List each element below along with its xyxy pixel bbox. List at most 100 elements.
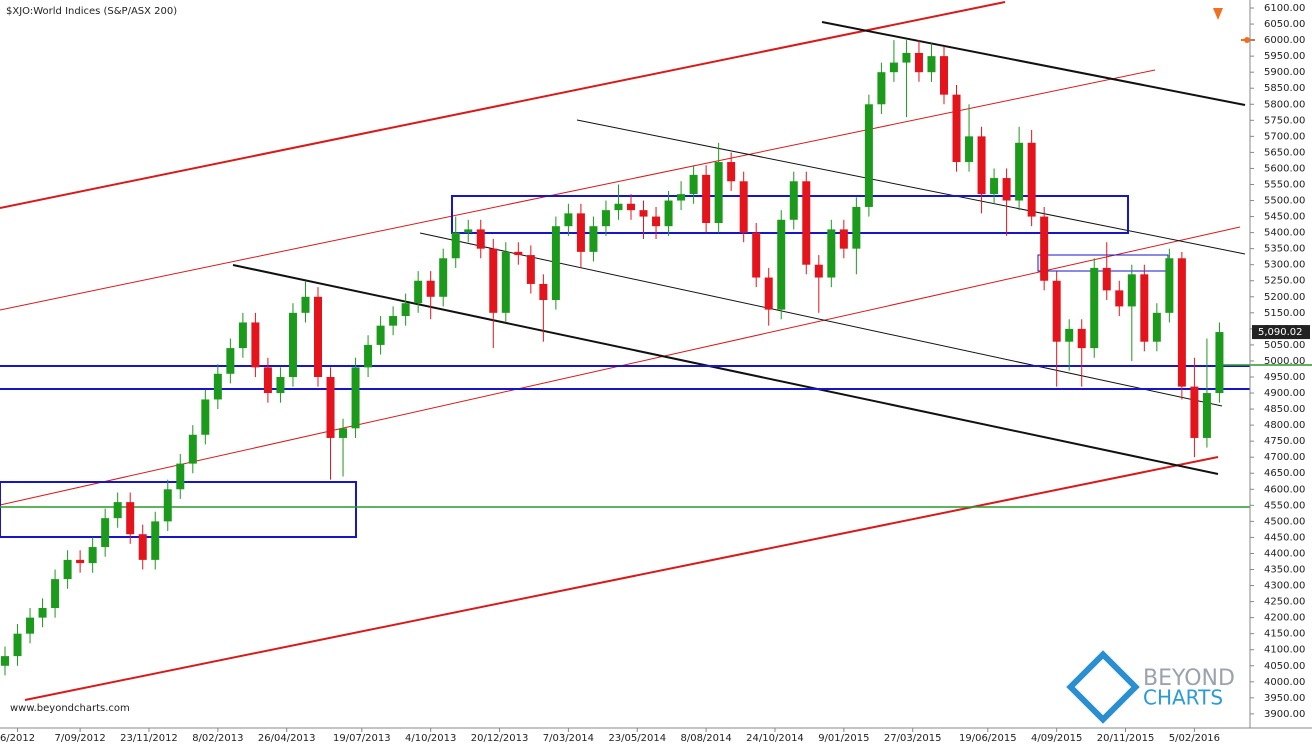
candle-body [739, 181, 748, 233]
y-tick-label: 6050.00 [1264, 19, 1305, 30]
candle-body [990, 178, 999, 195]
y-tick-label: 5450.00 [1264, 212, 1305, 223]
logo: BEYOND CHARTS [1066, 650, 1235, 724]
y-tick-label: 5550.00 [1264, 179, 1305, 190]
x-tick-label: 8/02/2013 [192, 733, 243, 744]
candle-body [714, 162, 723, 223]
candle-body [188, 434, 197, 464]
marker [1244, 37, 1250, 43]
y-tick-label: 5400.00 [1264, 228, 1305, 239]
candle-body [1202, 393, 1211, 438]
trend-line [232, 264, 1219, 475]
price-tag [1252, 325, 1310, 340]
candle-body [38, 608, 47, 618]
candle-body [514, 251, 523, 256]
candle-body [526, 255, 535, 284]
y-tick-label: 5700.00 [1264, 131, 1305, 142]
candle-body [339, 428, 348, 438]
y-tick-label: 4250.00 [1264, 597, 1305, 608]
candle-body [852, 206, 861, 249]
logo-mark [1066, 650, 1140, 724]
candle-body [639, 210, 648, 217]
candle-body [652, 216, 661, 227]
candle-body [564, 213, 573, 227]
x-tick-label: 27/03/2015 [884, 733, 942, 744]
y-tick-label: 4200.00 [1264, 613, 1305, 624]
y-tick-label: 5350.00 [1264, 244, 1305, 255]
candle-body [13, 633, 22, 657]
candle-body [1140, 274, 1149, 342]
candle-body [1027, 142, 1036, 217]
candle-body [63, 559, 72, 580]
candle-body [1102, 267, 1111, 291]
trend-line [576, 119, 1246, 255]
candle-body [501, 251, 510, 313]
candle-body [201, 399, 210, 435]
candle-body [914, 52, 923, 73]
candle-body [789, 181, 798, 220]
candle-body [101, 518, 110, 548]
x-tick-label: 4/09/2015 [1031, 733, 1082, 744]
y-tick-label: 4600.00 [1264, 484, 1305, 495]
logo-text: CHARTS [1143, 686, 1223, 710]
y-tick-label: 4400.00 [1264, 548, 1305, 559]
y-tick-label: 5850.00 [1264, 83, 1305, 94]
candle-body [1115, 290, 1124, 307]
candle-body [126, 502, 135, 535]
candle-body [389, 316, 398, 326]
candle-body [176, 463, 185, 490]
trend-line [0, 1, 1006, 209]
y-tick-label: 6100.00 [1264, 3, 1305, 14]
trend-line [24, 456, 1219, 701]
candle-body [1052, 280, 1061, 342]
y-tick-label: 5750.00 [1264, 115, 1305, 126]
candle-body [226, 348, 235, 374]
y-tick-label: 5200.00 [1264, 292, 1305, 303]
x-tick-label: 20/12/2013 [471, 733, 529, 744]
y-tick-label: 5950.00 [1264, 51, 1305, 62]
candle-body [864, 104, 873, 207]
candle-body [1077, 328, 1086, 349]
y-tick-label: 4150.00 [1264, 629, 1305, 640]
candle-body [1, 656, 9, 666]
y-tick-label: 3950.00 [1264, 693, 1305, 704]
y-tick-label: 4700.00 [1264, 452, 1305, 463]
y-tick-label: 4450.00 [1264, 532, 1305, 543]
candle-body [1090, 267, 1099, 349]
candle-body [451, 232, 460, 259]
y-tick-label: 5600.00 [1264, 163, 1305, 174]
candle-body [489, 248, 498, 313]
marker [1213, 8, 1223, 20]
trend-line [821, 21, 1246, 106]
candle-body [727, 162, 736, 182]
y-tick-label: 5900.00 [1264, 67, 1305, 78]
candle-body [664, 200, 673, 227]
candle-body [927, 56, 936, 73]
overlays [0, 1, 1312, 701]
candle-body [764, 277, 773, 310]
x-tick-label: 26/04/2013 [258, 733, 316, 744]
trend-line [0, 69, 1156, 311]
x-tick-label: 7/03/2014 [543, 733, 594, 744]
candle-body [601, 210, 610, 227]
x-tick-label: 23/05/2014 [608, 733, 666, 744]
candle-body [839, 229, 848, 249]
candle-body [263, 367, 272, 394]
x-tick-label: 24/10/2014 [746, 733, 804, 744]
candle-body [802, 181, 811, 265]
candle-body [877, 72, 886, 105]
candle-body [426, 280, 435, 297]
x-tick-label: 8/08/2014 [680, 733, 731, 744]
candles [1, 40, 1224, 676]
candle-body [1165, 258, 1174, 313]
candle-body [476, 229, 485, 249]
watermark: www.beyondcharts.com [10, 703, 130, 714]
candle-body [977, 136, 986, 195]
candle-body [1152, 312, 1161, 342]
y-tick-label: 4950.00 [1264, 372, 1305, 383]
candle-body [113, 502, 122, 519]
candle-body [1190, 386, 1199, 438]
y-tick-label: 4100.00 [1264, 645, 1305, 656]
